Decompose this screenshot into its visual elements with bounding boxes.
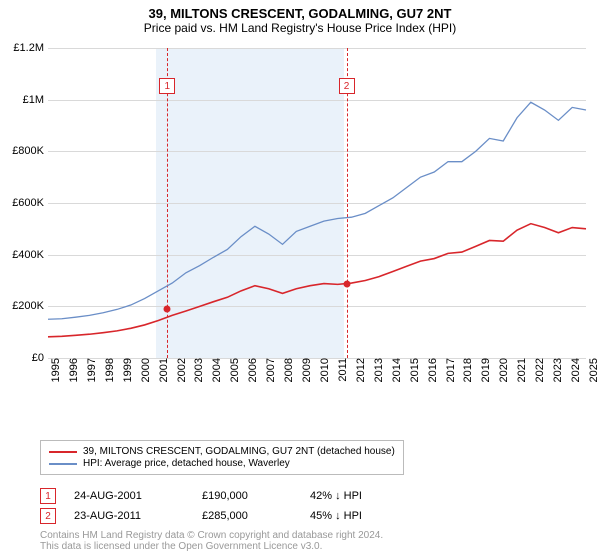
sale-row: 2 23-AUG-2011 £285,000 45% ↓ HPI: [40, 508, 362, 524]
x-axis-label: 1996: [66, 358, 80, 382]
sale-date: 23-AUG-2011: [74, 510, 184, 522]
x-axis-label: 2010: [317, 358, 331, 382]
sale-row-marker: 1: [40, 488, 56, 504]
y-axis-label: £400K: [12, 249, 48, 261]
y-axis-label: £200K: [12, 300, 48, 312]
x-axis-label: 2004: [209, 358, 223, 382]
x-axis-label: 2016: [425, 358, 439, 382]
x-axis-label: 2019: [478, 358, 492, 382]
chart-subtitle: Price paid vs. HM Land Registry's House …: [0, 21, 600, 35]
chart-title: 39, MILTONS CRESCENT, GODALMING, GU7 2NT: [0, 0, 600, 21]
legend: 39, MILTONS CRESCENT, GODALMING, GU7 2NT…: [40, 440, 404, 475]
legend-label: 39, MILTONS CRESCENT, GODALMING, GU7 2NT…: [83, 446, 395, 457]
legend-item: HPI: Average price, detached house, Wave…: [49, 458, 395, 469]
footer-attribution: Contains HM Land Registry data © Crown c…: [40, 530, 383, 552]
x-axis-label: 1997: [84, 358, 98, 382]
sales-table: 1 24-AUG-2001 £190,000 42% ↓ HPI 2 23-AUG-201…: [40, 484, 362, 528]
footer-line-1: Contains HM Land Registry data © Crown c…: [40, 530, 383, 541]
x-axis-label: 2008: [281, 358, 295, 382]
x-axis-label: 2013: [371, 358, 385, 382]
y-axis-label: £1M: [23, 94, 48, 106]
x-axis-label: 2009: [299, 358, 313, 382]
legend-item: 39, MILTONS CRESCENT, GODALMING, GU7 2NT…: [49, 446, 395, 457]
x-axis-label: 2006: [245, 358, 259, 382]
sale-row: 1 24-AUG-2001 £190,000 42% ↓ HPI: [40, 488, 362, 504]
series-line: [48, 102, 586, 319]
x-axis-label: 2012: [353, 358, 367, 382]
x-axis-label: 1999: [120, 358, 134, 382]
y-axis-label: £800K: [12, 145, 48, 157]
x-axis-label: 2007: [263, 358, 277, 382]
sale-dot: [343, 281, 350, 288]
sale-pct: 42% ↓ HPI: [310, 490, 362, 502]
y-axis-label: £0: [32, 352, 48, 364]
x-axis-label: 2002: [174, 358, 188, 382]
x-axis-label: 2015: [407, 358, 421, 382]
x-axis-label: 2024: [568, 358, 582, 382]
chart-lines: [48, 48, 586, 358]
x-axis-label: 2001: [156, 358, 170, 382]
footer-line-2: This data is licensed under the Open Gov…: [40, 541, 383, 552]
x-axis-label: 1995: [48, 358, 62, 382]
sale-date: 24-AUG-2001: [74, 490, 184, 502]
x-axis-label: 2023: [550, 358, 564, 382]
x-axis-label: 2003: [191, 358, 205, 382]
legend-swatch: [49, 451, 77, 453]
x-axis-label: 2022: [532, 358, 546, 382]
sale-price: £190,000: [202, 490, 292, 502]
x-axis-label: 2014: [389, 358, 403, 382]
y-axis-label: £600K: [12, 197, 48, 209]
sale-pct: 45% ↓ HPI: [310, 510, 362, 522]
x-axis-label: 2011: [335, 358, 349, 382]
x-axis-label: 2017: [443, 358, 457, 382]
x-axis-label: 2018: [460, 358, 474, 382]
x-axis-label: 2021: [514, 358, 528, 382]
chart-area: £0£200K£400K£600K£800K£1M£1.2M1995199619…: [48, 48, 586, 398]
sale-dot: [164, 305, 171, 312]
sale-price: £285,000: [202, 510, 292, 522]
x-axis-label: 2020: [496, 358, 510, 382]
sale-row-marker: 2: [40, 508, 56, 524]
series-line: [48, 224, 586, 337]
y-axis-label: £1.2M: [13, 42, 48, 54]
x-axis-label: 1998: [102, 358, 116, 382]
legend-swatch: [49, 463, 77, 465]
legend-label: HPI: Average price, detached house, Wave…: [83, 458, 290, 469]
x-axis-label: 2000: [138, 358, 152, 382]
x-axis-label: 2025: [586, 358, 600, 382]
x-axis-label: 2005: [227, 358, 241, 382]
